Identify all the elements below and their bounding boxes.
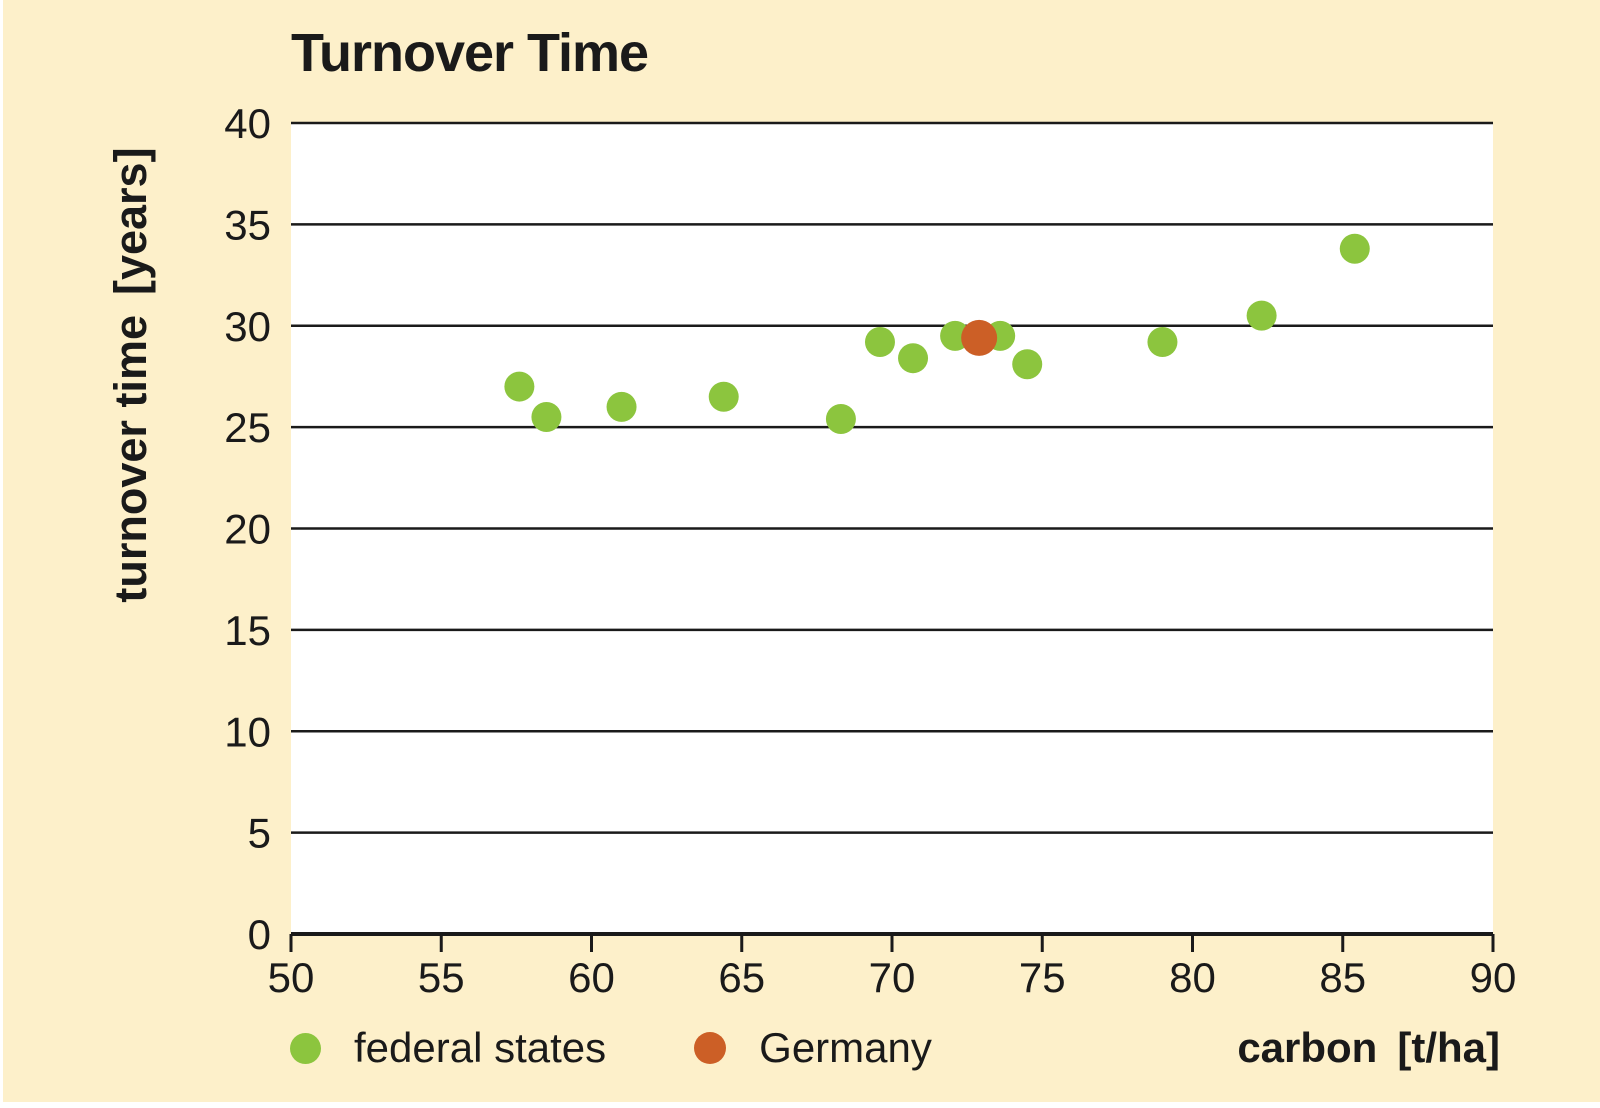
x-tick-label: 50: [268, 954, 315, 1001]
x-tick-label: 85: [1319, 954, 1366, 1001]
x-tick-label: 65: [718, 954, 765, 1001]
x-tick-label: 80: [1169, 954, 1216, 1001]
y-tick-label: 20: [224, 506, 271, 553]
y-tick-label: 40: [224, 100, 271, 147]
point-federal-states: [708, 381, 739, 412]
point-federal-states: [898, 343, 929, 374]
y-tick-label: 5: [248, 810, 271, 857]
point-federal-states: [1147, 326, 1178, 357]
germany-dot-icon: [694, 1032, 727, 1064]
legend-label-germany: Germany: [759, 1024, 932, 1071]
y-tick-label: 0: [248, 911, 271, 958]
point-Germany: [961, 319, 998, 356]
point-federal-states: [606, 391, 637, 422]
x-axis-title: carbon [t/ha]: [1237, 1024, 1500, 1072]
point-federal-states: [1012, 349, 1043, 380]
x-tick-label: 70: [869, 954, 916, 1001]
point-federal-states: [1339, 233, 1370, 264]
x-axis-title-text: carbon: [1237, 1024, 1378, 1071]
legend-item-federal-states: federal states: [290, 1024, 606, 1072]
legend: federal states Germany: [290, 1024, 932, 1072]
legend-item-germany: Germany: [694, 1024, 932, 1072]
x-tick-label: 55: [418, 954, 465, 1001]
chart-title: Turnover Time: [291, 23, 649, 83]
point-federal-states: [825, 404, 856, 435]
bottom-row: federal states Germany carbon [t/ha]: [290, 1024, 1500, 1072]
point-federal-states: [531, 401, 562, 432]
figure-background: Turnover Time turnover time[years] 0 5 10 1…: [3, 0, 1600, 1102]
point-federal-states: [1246, 300, 1277, 331]
point-federal-states: [864, 326, 895, 357]
y-tick-label: 30: [224, 303, 271, 350]
x-tick-label: 60: [568, 954, 615, 1001]
point-federal-states: [504, 371, 535, 402]
y-tick-label: 10: [224, 708, 271, 755]
legend-label-federal-states: federal states: [354, 1024, 607, 1071]
federal-states-dot-icon: [290, 1032, 321, 1064]
scatter-plot: 0 5 10 15 20 25 30 35 40 50 55 60 65 70 75 80 85 90: [224, 100, 1517, 1001]
x-axis-unit: [t/ha]: [1397, 1024, 1500, 1071]
x-tick-label: 75: [1019, 954, 1066, 1001]
y-tick-label: 15: [224, 607, 271, 654]
y-tick-label: 25: [224, 404, 271, 451]
x-tick-label: 90: [1470, 954, 1517, 1001]
y-tick-label: 35: [224, 201, 271, 248]
